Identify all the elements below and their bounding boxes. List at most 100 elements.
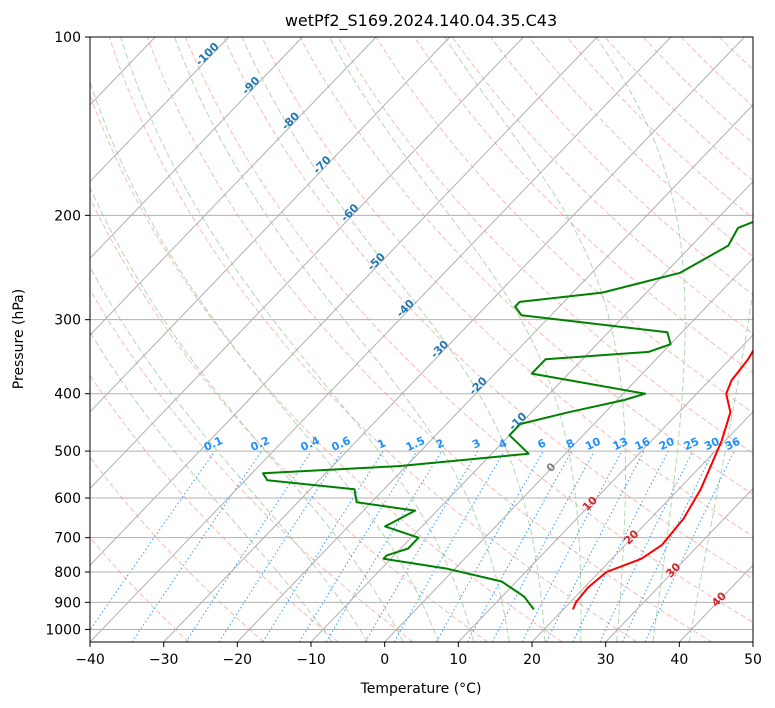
moist-adiabat	[173, 37, 510, 642]
x-tick-label: 10	[449, 652, 467, 668]
dry-adiabat	[680, 37, 753, 107]
dry-adiabat	[375, 37, 753, 414]
mixing-ratio-label: 4	[497, 436, 510, 451]
isotherm	[752, 641, 753, 642]
moist-adiabat	[90, 265, 369, 642]
isotherm	[310, 180, 753, 642]
isotherm-label: -60	[338, 201, 361, 224]
isotherm	[90, 37, 672, 642]
y-tick-label: 1000	[45, 622, 81, 638]
isotherm	[163, 37, 745, 642]
dry-adiabat	[90, 94, 563, 642]
mixing-ratio-line	[298, 450, 418, 642]
plot-frame	[89, 36, 754, 643]
isotherm	[531, 411, 753, 642]
moist-adiabat	[444, 37, 626, 642]
isotherm-label: -70	[311, 153, 334, 176]
x-tick-label: −10	[296, 652, 326, 668]
dry-adiabat	[184, 37, 753, 623]
temperature-line	[571, 349, 753, 610]
dry-adiabat	[566, 37, 753, 219]
mixing-ratio-label: 25	[682, 435, 701, 453]
x-tick-label: −20	[223, 652, 253, 668]
isotherm-label: -100	[193, 40, 222, 69]
isotherm	[457, 334, 753, 642]
isotherm-label: -50	[365, 250, 388, 273]
warm-isotherm-label: 10	[580, 494, 600, 514]
x-tick-label: 50	[744, 652, 762, 668]
mixing-ratio-label: 13	[611, 435, 630, 453]
dry-adiabat	[146, 37, 712, 642]
dewpoint-line	[262, 220, 753, 611]
mixing-ratio-label: 20	[657, 435, 677, 453]
dry-adiabat	[90, 196, 488, 642]
chart-title: wetPf2_S169.2024.140.04.35.C43	[285, 11, 557, 31]
mixing-ratio-line	[262, 450, 384, 642]
moist-adiabat	[688, 287, 753, 642]
mixing-ratio-line	[364, 450, 479, 642]
isotherm	[0, 37, 8, 642]
mixing-ratio-line	[131, 450, 263, 642]
mixing-ratio-line	[572, 450, 669, 642]
dry-adiabat	[223, 37, 753, 580]
isotherm	[384, 257, 753, 642]
mixing-ratio-line	[185, 450, 313, 642]
mixing-ratio-line	[325, 450, 443, 642]
dry-adiabat	[90, 536, 190, 642]
mixing-ratio-line	[435, 450, 544, 642]
dry-adiabat	[490, 37, 753, 296]
dry-adiabat	[604, 37, 753, 182]
isotherm	[90, 37, 524, 490]
zero-isotherm-label: 0	[544, 460, 559, 475]
isotherm	[678, 564, 753, 642]
dry-adiabat	[90, 288, 414, 642]
y-tick-label: 800	[54, 565, 81, 581]
mixing-ratio-label: 2	[434, 436, 446, 451]
mixing-ratio-line	[218, 450, 343, 642]
mixing-ratio-label: 10	[583, 435, 603, 453]
isotherm	[90, 37, 230, 183]
isotherm	[90, 37, 598, 566]
mixing-ratio-line	[545, 450, 645, 642]
dry-adiabat	[261, 37, 753, 537]
mixing-ratio-label: 6	[536, 436, 549, 451]
isotherm-label: -80	[279, 109, 302, 132]
y-tick-label: 300	[54, 313, 81, 329]
moist-adiabat	[120, 37, 475, 642]
moist-adiabat	[90, 186, 404, 642]
y-tick-label: 500	[54, 444, 81, 460]
mixing-ratio-line	[521, 450, 623, 642]
mixing-ratio-line	[90, 450, 216, 631]
x-tick-label: 30	[597, 652, 615, 668]
moist-adiabat	[90, 331, 333, 642]
mixing-ratio-label: 36	[723, 435, 743, 453]
moist-adiabat	[328, 37, 582, 642]
moist-adiabat	[595, 37, 686, 642]
y-tick-label: 200	[54, 208, 81, 224]
isotherm-label: -10	[506, 410, 529, 433]
x-tick-label: 20	[523, 652, 541, 668]
isotherm	[90, 37, 451, 413]
y-tick-label: 400	[54, 387, 81, 403]
dry-adiabat	[451, 37, 753, 335]
y-tick-label: 100	[54, 30, 81, 46]
y-tick-label: 600	[54, 491, 81, 507]
isotherm	[90, 37, 303, 260]
dry-adiabat	[108, 37, 638, 642]
mixing-ratio-label: 30	[702, 435, 722, 453]
x-tick-label: −30	[149, 652, 179, 668]
isotherm-label: -30	[428, 338, 451, 361]
dry-adiabat	[718, 37, 753, 71]
dry-adiabat	[757, 37, 775, 642]
moist-adiabat	[90, 80, 439, 642]
isotherm	[605, 487, 753, 642]
mixing-ratio-label: 3	[470, 436, 482, 451]
x-axis-label: Temperature (°C)	[360, 681, 482, 697]
dry-adiabat	[337, 37, 753, 454]
mixing-ratio-label: 16	[633, 435, 653, 453]
moist-adiabat	[241, 37, 546, 642]
dry-adiabat	[90, 456, 264, 642]
y-tick-label: 900	[54, 595, 81, 611]
dry-adiabat	[413, 37, 753, 374]
